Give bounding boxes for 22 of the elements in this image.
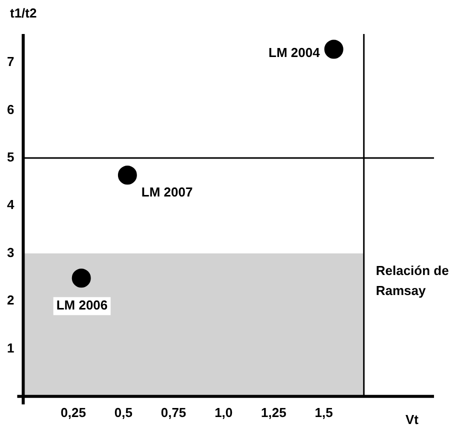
annotation: LM 2006 <box>56 298 108 313</box>
y-tick-label: 4 <box>6 197 15 212</box>
point <box>324 40 344 59</box>
annotation: LM 2004 <box>268 44 321 60</box>
y-tick-label: 1 <box>6 340 14 356</box>
y-tick-label: 7 <box>6 54 14 70</box>
point <box>118 166 137 185</box>
x-axis-title: Vt <box>406 412 420 427</box>
x-tick-label: 0,5 <box>114 404 132 420</box>
point <box>72 268 91 288</box>
y-axis-title: t1/t2 <box>10 6 37 21</box>
x-tick-label: 1,5 <box>314 404 333 420</box>
x-tick-label: 1,25 <box>261 404 286 420</box>
y-tick-label: 6 <box>6 102 14 117</box>
y-tick-label: 3 <box>6 244 14 260</box>
x-tick-label: 0,25 <box>60 404 86 420</box>
x-tick-label: 0,75 <box>160 404 186 420</box>
band-label: Relación de Ramsay <box>376 262 449 298</box>
annotation: LM 2007 <box>141 184 193 200</box>
y-tick-label: 2 <box>6 292 14 308</box>
y-tick-label: 5 <box>6 150 14 165</box>
x-tick-label: 1,0 <box>214 404 233 420</box>
